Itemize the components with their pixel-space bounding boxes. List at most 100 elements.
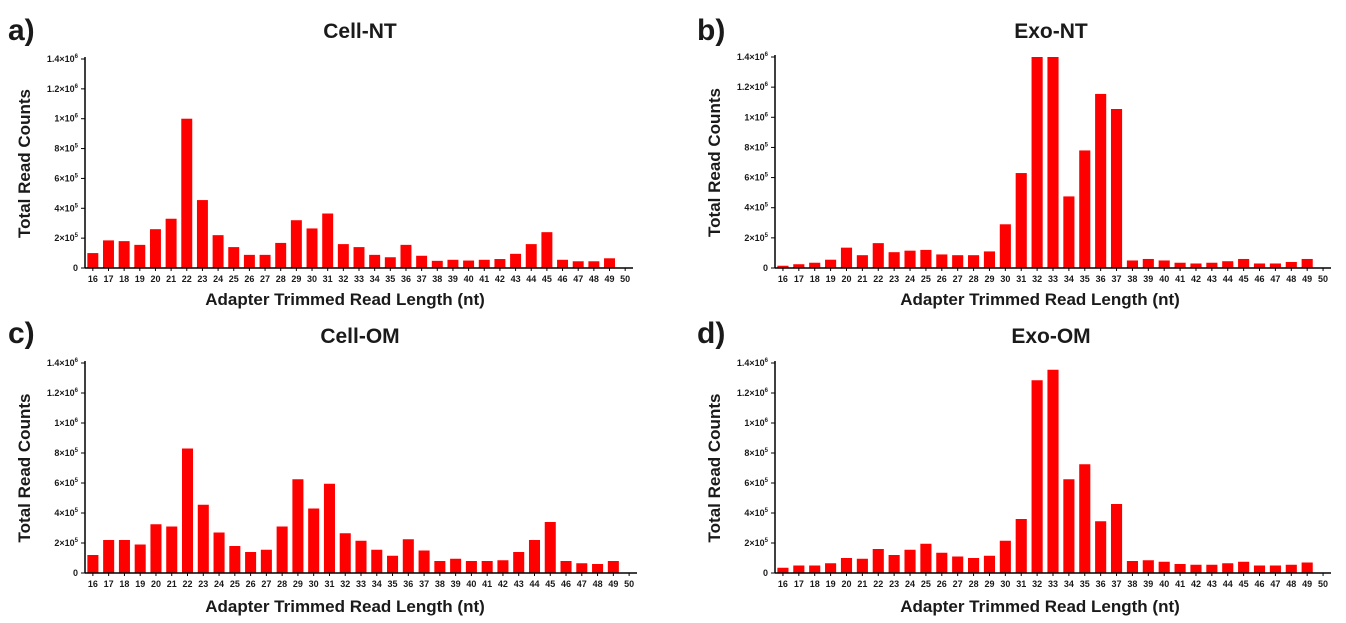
- x-tick-label: 40: [466, 579, 476, 589]
- y-tick-exponent: 5: [765, 203, 769, 209]
- x-tick-label: 28: [969, 274, 979, 284]
- bar-29: [983, 555, 996, 573]
- bar-30: [306, 228, 318, 268]
- bar-26: [245, 552, 257, 573]
- bar-41: [1174, 262, 1186, 268]
- y-tick-exponent: 5: [75, 203, 79, 209]
- x-tick-label: 19: [135, 579, 145, 589]
- x-tick-label: 47: [1270, 579, 1280, 589]
- x-tick-label: 26: [937, 274, 947, 284]
- bar-42: [497, 560, 509, 573]
- y-tick-base: 0: [763, 263, 768, 273]
- y-tick-exponent: 5: [765, 142, 769, 148]
- y-tick-base: 1.2×10: [47, 388, 75, 398]
- x-tick-label: 36: [1096, 579, 1106, 589]
- bar-48: [1285, 564, 1297, 573]
- y-tick-base: 1.2×10: [737, 388, 765, 398]
- x-tick-label: 46: [1255, 579, 1265, 589]
- x-tick-label: 44: [526, 274, 536, 284]
- x-tick-label: 40: [1159, 579, 1169, 589]
- x-tick-label: 18: [810, 274, 820, 284]
- x-tick-label: 39: [1143, 579, 1153, 589]
- y-tick-base: 6×10: [54, 173, 74, 183]
- x-tick-label: 44: [529, 579, 539, 589]
- y-tick-base: 2×10: [744, 233, 764, 243]
- y-tick-base: 4×10: [54, 508, 74, 518]
- x-tick-label: 17: [104, 579, 114, 589]
- y-tick-exponent: 6: [765, 112, 769, 118]
- y-tick-base: 8×10: [54, 144, 74, 154]
- y-tick-exponent: 5: [765, 538, 769, 544]
- bar-16: [777, 265, 789, 268]
- chart-panel-2: c) Cell-OM Total Read Counts Adapter Trimme…: [8, 317, 637, 616]
- bar-36: [1095, 521, 1107, 573]
- y-axis-label: Total Read Counts: [705, 394, 724, 543]
- bar-46: [1253, 263, 1266, 268]
- y-tick-label: 8×105: [54, 144, 78, 154]
- y-tick-base: 1×10: [54, 418, 74, 428]
- bar-46: [560, 561, 572, 573]
- y-tick-exponent: 5: [765, 478, 769, 484]
- bar-39: [447, 259, 459, 268]
- bar-25: [228, 247, 240, 268]
- x-axis-label: Adapter Trimmed Read Length (nt): [900, 290, 1180, 309]
- bar-32: [1031, 57, 1043, 268]
- bar-43: [1206, 564, 1218, 573]
- x-tick-label: 50: [1318, 579, 1328, 589]
- y-tick-label: 2×105: [744, 233, 768, 243]
- bar-47: [1269, 565, 1281, 573]
- x-tick-label: 22: [873, 274, 883, 284]
- panel-letter: a): [8, 14, 35, 47]
- y-tick-base: 1.2×10: [737, 82, 765, 92]
- bar-26: [243, 254, 255, 268]
- x-tick-label: 25: [229, 274, 239, 284]
- x-tick-label: 19: [826, 274, 836, 284]
- x-tick-label: 49: [608, 579, 618, 589]
- y-tick-label: 1×106: [744, 418, 768, 428]
- y-tick-base: 2×10: [744, 538, 764, 548]
- y-tick-label: 1.4×106: [47, 358, 79, 368]
- bar-31: [1015, 519, 1027, 573]
- bar-29: [290, 220, 302, 268]
- y-tick-label: 1.4×106: [47, 54, 79, 64]
- y-tick-exponent: 6: [765, 358, 769, 364]
- x-tick-label: 32: [340, 579, 350, 589]
- y-tick-base: 1.4×10: [737, 52, 765, 62]
- bar-34: [1063, 479, 1075, 573]
- x-tick-label: 30: [1000, 274, 1010, 284]
- x-tick-label: 27: [953, 579, 963, 589]
- bar-39: [1142, 560, 1154, 573]
- y-tick-label: 1×106: [54, 418, 78, 428]
- x-tick-label: 23: [889, 579, 899, 589]
- bar-27: [260, 549, 272, 573]
- y-tick-exponent: 5: [75, 144, 79, 150]
- bar-18: [118, 241, 130, 268]
- y-tick-label: 1.2×106: [737, 388, 769, 398]
- bar-44: [525, 244, 537, 268]
- chart-panel-1: b) Exo-NT Total Read Counts Adapter Trimmed…: [697, 14, 1331, 309]
- bar-17: [793, 565, 805, 573]
- x-tick-label: 22: [183, 579, 193, 589]
- y-tick-exponent: 6: [765, 388, 769, 394]
- x-tick-label: 24: [905, 579, 915, 589]
- bar-21: [856, 558, 868, 573]
- bar-26: [936, 552, 948, 573]
- bar-20: [840, 247, 853, 268]
- y-tick-exponent: 6: [75, 388, 79, 394]
- x-tick-label: 38: [1127, 579, 1137, 589]
- x-axis-label: Adapter Trimmed Read Length (nt): [900, 597, 1180, 616]
- y-tick-base: 6×10: [744, 173, 764, 183]
- bar-29: [292, 479, 304, 573]
- y-tick-base: 0: [763, 568, 768, 578]
- x-tick-label: 19: [826, 579, 836, 589]
- bar-28: [968, 558, 980, 573]
- bar-40: [1158, 561, 1170, 573]
- x-tick-label: 24: [905, 274, 915, 284]
- x-tick-label: 44: [1223, 579, 1233, 589]
- y-tick-exponent: 5: [765, 173, 769, 179]
- bar-38: [431, 260, 443, 268]
- bar-41: [481, 561, 493, 573]
- bar-28: [275, 242, 287, 268]
- bar-46: [557, 259, 569, 268]
- y-tick-exponent: 5: [75, 508, 79, 514]
